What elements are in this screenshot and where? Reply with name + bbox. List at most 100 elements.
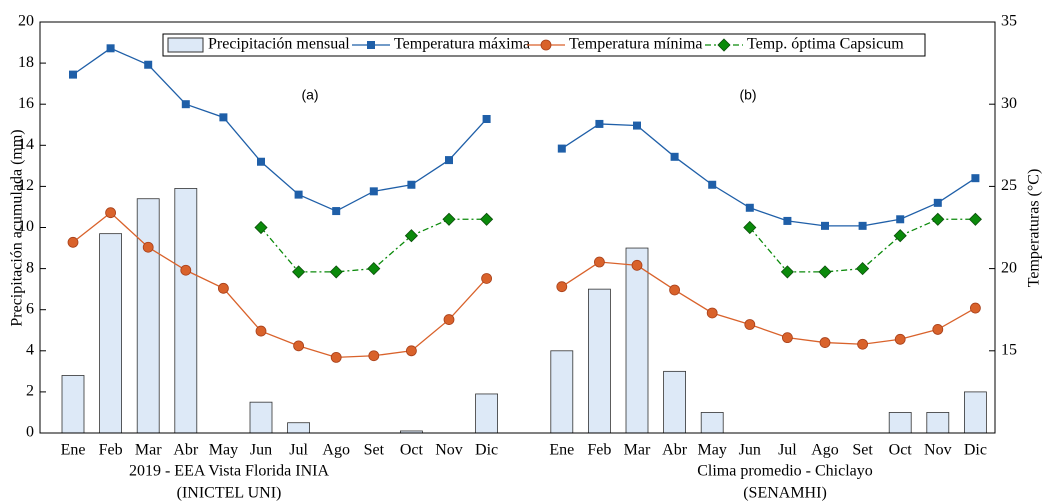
- legend-label: Temperatura mínima: [569, 36, 703, 53]
- marker: [669, 284, 680, 296]
- x-tick-label: Feb: [99, 442, 123, 459]
- x-tick-label: Nov: [924, 442, 952, 459]
- marker: [556, 281, 568, 293]
- y-tick-label: 12: [18, 177, 34, 194]
- y2-tick-label: 30: [1001, 95, 1017, 112]
- y-tick-label: 2: [26, 383, 34, 400]
- x-tick-label: Dic: [964, 442, 987, 459]
- marker: [783, 216, 792, 225]
- marker: [744, 319, 756, 330]
- marker: [181, 100, 190, 109]
- bar: [61, 375, 85, 434]
- plot-frame: [39, 21, 996, 434]
- marker: [893, 229, 907, 243]
- x-tick-label: Ene: [61, 442, 86, 459]
- bar: [287, 422, 311, 434]
- marker: [633, 121, 641, 130]
- marker: [255, 325, 267, 337]
- bar: [588, 288, 611, 434]
- marker: [780, 265, 794, 279]
- marker: [67, 236, 79, 248]
- marker: [443, 314, 455, 325]
- y-tick-label: 8: [26, 259, 34, 276]
- bar: [663, 370, 686, 434]
- x-group-label: (SENAMHI): [743, 485, 827, 502]
- marker: [144, 60, 153, 69]
- marker: [818, 265, 832, 279]
- y2-tick-label: 15: [1001, 341, 1017, 358]
- marker: [782, 332, 793, 344]
- bar: [888, 412, 912, 434]
- y-axis-label: Precipitación acumulada (mm): [9, 129, 26, 326]
- y2-tick-label: 35: [1001, 13, 1017, 30]
- x-tick-label: Jul: [289, 442, 308, 459]
- marker: [404, 229, 418, 243]
- marker: [968, 212, 982, 226]
- marker: [180, 264, 192, 276]
- y2-tick-label: 25: [1001, 177, 1017, 194]
- bar: [964, 391, 987, 434]
- x-tick-label: Mar: [624, 442, 651, 459]
- x-tick-label: Jun: [739, 442, 761, 459]
- x-tick-label: Abr: [662, 442, 688, 459]
- marker: [971, 174, 980, 183]
- bar: [249, 401, 273, 434]
- marker: [706, 307, 718, 319]
- y-tick-label: 4: [26, 341, 34, 358]
- marker: [858, 221, 867, 230]
- marker: [745, 203, 754, 212]
- legend: Precipitación mensual Temperatura máxima T…: [162, 33, 926, 57]
- marker: [540, 39, 552, 51]
- y-tick-label: 6: [26, 300, 34, 317]
- marker: [557, 144, 566, 153]
- marker: [631, 259, 643, 271]
- marker: [330, 351, 342, 363]
- marker: [405, 345, 417, 357]
- marker: [442, 212, 456, 226]
- x-tick-label: May: [209, 442, 238, 459]
- bar: [550, 350, 574, 434]
- marker: [481, 273, 493, 284]
- marker: [407, 180, 416, 189]
- annotation: (b): [739, 87, 756, 103]
- marker: [367, 41, 375, 49]
- bar: [136, 198, 160, 434]
- marker: [367, 262, 381, 276]
- marker: [106, 44, 115, 53]
- x-tick-label: Oct: [400, 442, 424, 459]
- marker: [369, 187, 378, 196]
- bar: [700, 412, 724, 434]
- line: [72, 47, 976, 227]
- x-tick-label: Set: [852, 442, 873, 459]
- marker: [931, 212, 945, 226]
- marker: [970, 302, 981, 314]
- bar: [475, 393, 499, 434]
- marker: [257, 157, 265, 166]
- marker: [856, 262, 870, 276]
- marker: [329, 265, 343, 279]
- y-tick-label: 10: [18, 218, 34, 235]
- marker: [743, 220, 757, 235]
- marker: [480, 212, 494, 226]
- bar: [625, 247, 649, 434]
- marker: [219, 113, 228, 122]
- marker: [821, 221, 829, 230]
- x-tick-label: Mar: [135, 442, 162, 459]
- x-tick-label: Jun: [250, 442, 272, 459]
- legend-label: Precipitación mensual: [208, 36, 350, 53]
- x-tick-label: May: [698, 442, 727, 459]
- x-tick-label: Jul: [778, 442, 797, 459]
- marker: [69, 70, 77, 79]
- marker: [894, 333, 906, 345]
- marker: [217, 282, 229, 294]
- marker: [933, 198, 942, 207]
- legend-label: Temp. óptima Capsicum: [747, 36, 904, 53]
- x-tick-label: Ene: [549, 442, 574, 459]
- y-tick-label: 14: [18, 136, 34, 153]
- x-tick-label: Dic: [475, 442, 498, 459]
- marker: [105, 207, 116, 219]
- marker: [368, 350, 380, 362]
- marker: [294, 190, 303, 199]
- marker: [445, 156, 453, 165]
